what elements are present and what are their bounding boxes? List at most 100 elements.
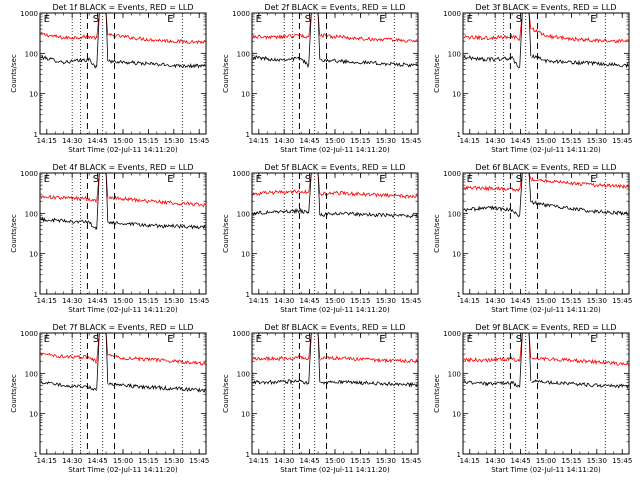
series-line-events (252, 333, 418, 388)
x-tick-label: 15:30 (376, 457, 396, 465)
series-line-lld (463, 173, 629, 193)
x-tick-label: 14:15 (460, 457, 480, 465)
plot-frame (462, 172, 630, 295)
x-tick-label: 15:15 (561, 297, 581, 305)
y-tick-label: 1 (457, 291, 461, 299)
x-tick-label: 15:30 (164, 457, 184, 465)
series-line-events (252, 13, 418, 69)
x-tick-label: 15:30 (164, 137, 184, 145)
marker-letter: E (379, 14, 385, 25)
x-tick-label: 14:45 (510, 457, 530, 465)
x-axis-label: Start Time (02-Jul-11 14:11:20) (280, 466, 390, 474)
series-line-events (252, 173, 418, 219)
y-axis-label: Counts/sec (10, 214, 18, 253)
x-tick-label: 15:15 (138, 457, 158, 465)
y-axis-label: Counts/sec (222, 214, 230, 253)
marker-letter: E (379, 174, 385, 185)
y-axis-label: Counts/sec (433, 374, 441, 413)
plot-frame (462, 332, 630, 455)
marker-letter: E (379, 334, 385, 345)
x-axis-label: Start Time (02-Jul-11 14:11:20) (491, 466, 601, 474)
series-line-lld (252, 333, 418, 364)
y-tick-label: 100 (448, 210, 461, 218)
x-tick-label: 14:15 (249, 297, 269, 305)
x-tick-label: 15:15 (138, 137, 158, 145)
y-axis-label: Counts/sec (433, 54, 441, 93)
x-tick-label: 15:15 (561, 457, 581, 465)
y-axis-label: Counts/sec (222, 374, 230, 413)
x-axis-label: Start Time (02-Jul-11 14:11:20) (491, 146, 601, 154)
x-tick-label: 15:45 (612, 297, 632, 305)
plot-frame (39, 172, 207, 295)
x-tick-label: 15:45 (401, 457, 421, 465)
marker-letter: S (516, 174, 522, 185)
y-tick-label: 10 (241, 91, 250, 99)
x-tick-label: 15:45 (612, 457, 632, 465)
y-tick-label: 1000 (20, 10, 38, 18)
x-tick-label: 14:30 (274, 137, 294, 145)
x-axis-label: Start Time (02-Jul-11 14:11:20) (68, 146, 178, 154)
x-tick-label: 14:30 (485, 457, 505, 465)
y-tick-label: 1 (246, 451, 250, 459)
series-line-lld (252, 13, 418, 43)
x-tick-label: 15:15 (561, 137, 581, 145)
x-tick-label: 15:45 (189, 457, 209, 465)
chart-title: Det 1f BLACK = Events, RED = LLD (52, 3, 193, 12)
y-tick-label: 10 (29, 251, 38, 259)
marker-letter: S (93, 334, 99, 345)
marker-letter: E (467, 174, 473, 185)
y-tick-label: 1000 (20, 170, 38, 178)
y-tick-label: 10 (241, 251, 250, 259)
series-line-lld (252, 173, 418, 199)
x-tick-label: 15:00 (325, 297, 345, 305)
y-axis-label: Counts/sec (10, 374, 18, 413)
y-tick-label: 10 (29, 91, 38, 99)
y-tick-label: 1 (246, 291, 250, 299)
y-tick-label: 100 (237, 370, 250, 378)
marker-letter: S (305, 14, 311, 25)
y-tick-label: 100 (448, 370, 461, 378)
x-tick-label: 14:30 (485, 137, 505, 145)
marker-letter: S (516, 334, 522, 345)
x-tick-label: 14:45 (510, 137, 530, 145)
plot-frame (251, 12, 419, 135)
y-tick-label: 10 (29, 411, 38, 419)
x-tick-label: 14:30 (274, 457, 294, 465)
y-tick-label: 10 (241, 411, 250, 419)
y-tick-label: 100 (448, 50, 461, 58)
y-tick-label: 100 (237, 50, 250, 58)
plot-frame (39, 332, 207, 455)
x-tick-label: 14:15 (37, 137, 57, 145)
y-tick-label: 1 (34, 451, 38, 459)
plot-frame (251, 172, 419, 295)
x-tick-label: 15:00 (536, 137, 556, 145)
y-tick-label: 1 (34, 131, 38, 139)
x-tick-label: 14:45 (510, 297, 530, 305)
series-line-lld (463, 333, 629, 366)
x-axis-label: Start Time (02-Jul-11 14:11:20) (68, 466, 178, 474)
marker-letter: E (167, 174, 173, 185)
x-tick-label: 15:30 (376, 137, 396, 145)
x-tick-label: 14:45 (299, 297, 319, 305)
x-tick-label: 14:30 (62, 457, 82, 465)
chart-title: Det 6f BLACK = Events, RED = LLD (475, 163, 616, 172)
marker-letter: E (256, 174, 262, 185)
x-tick-label: 14:30 (485, 297, 505, 305)
x-tick-label: 15:15 (350, 297, 370, 305)
marker-letter: S (93, 174, 99, 185)
y-axis-label: Counts/sec (222, 54, 230, 93)
series-line-events (40, 173, 206, 230)
marker-letter: E (44, 174, 50, 185)
y-tick-label: 100 (237, 210, 250, 218)
x-tick-label: 15:45 (401, 297, 421, 305)
x-tick-label: 15:30 (164, 297, 184, 305)
y-tick-label: 1000 (443, 330, 461, 338)
x-tick-label: 14:15 (37, 297, 57, 305)
y-axis-label: Counts/sec (10, 54, 18, 93)
x-tick-label: 15:45 (189, 297, 209, 305)
marker-letter: E (167, 334, 173, 345)
